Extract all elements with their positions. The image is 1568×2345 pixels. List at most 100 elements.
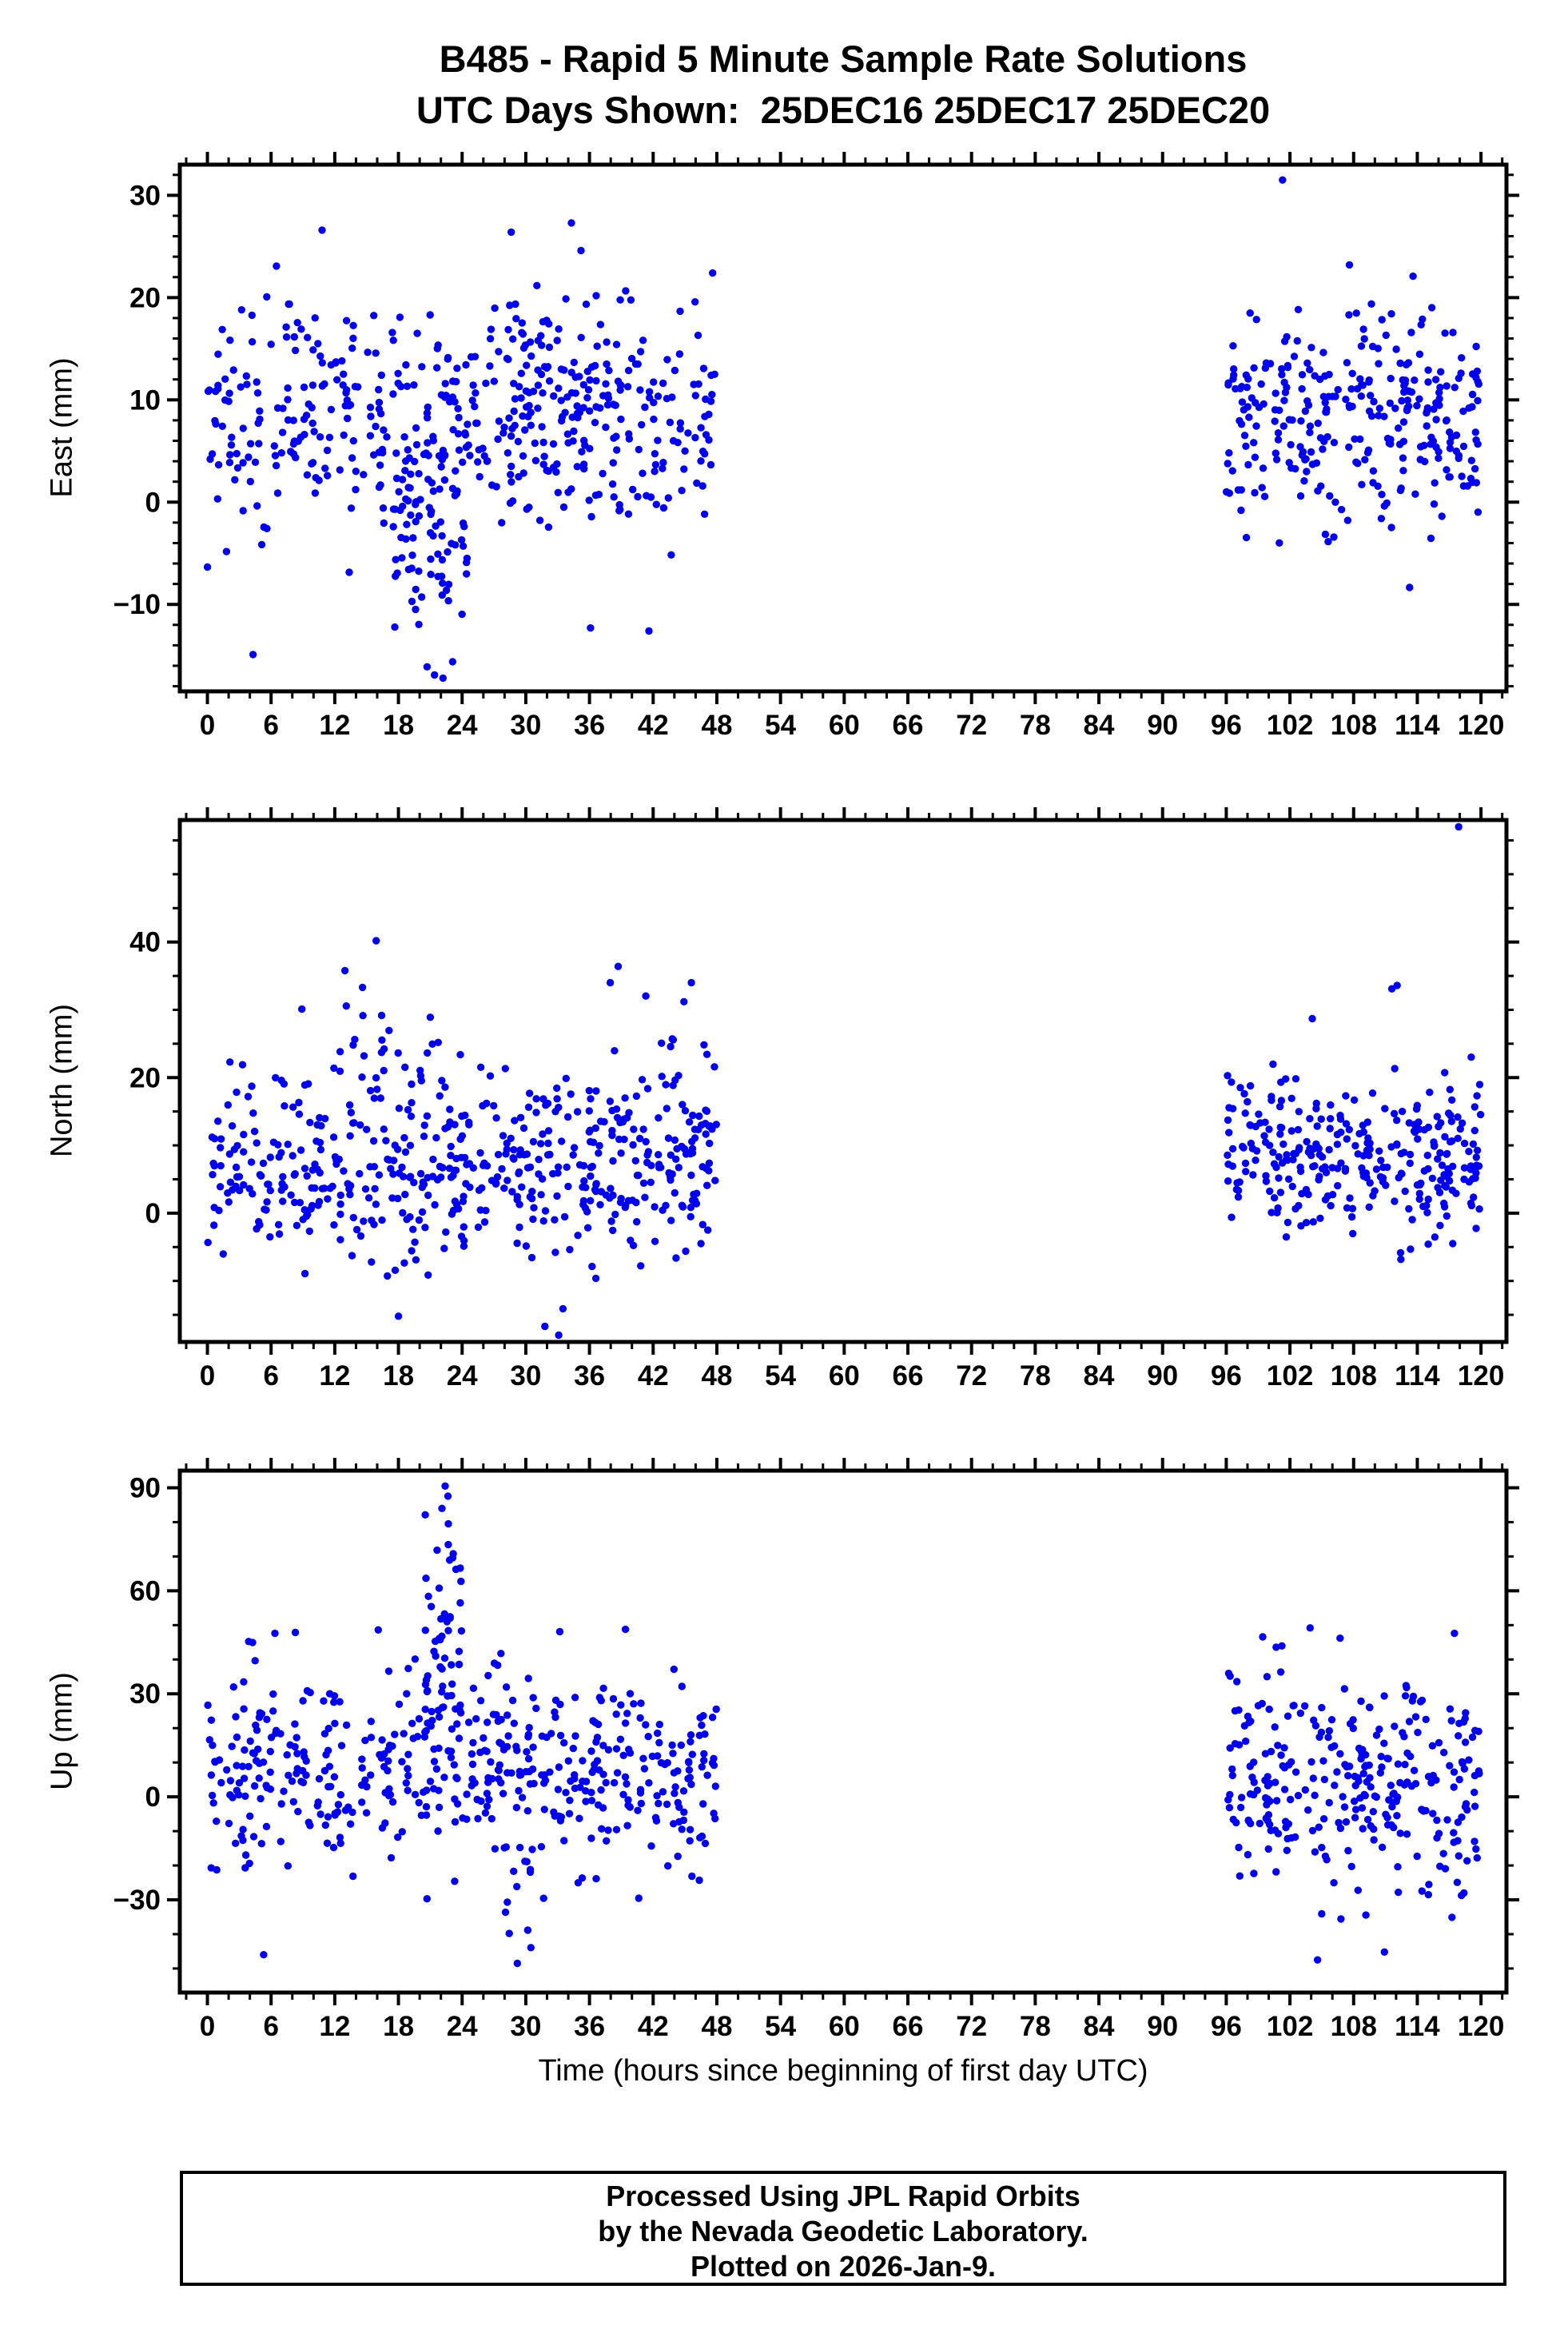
y-tick-label: −10 bbox=[113, 589, 161, 620]
y-tick-label: 20 bbox=[129, 282, 161, 313]
up-major-ticks bbox=[167, 1458, 1519, 2005]
y-tick-label: 10 bbox=[129, 384, 161, 416]
y-tick-label: −30 bbox=[113, 1885, 161, 1916]
x-tick-label: 102 bbox=[1267, 1360, 1313, 1391]
north-frame bbox=[177, 818, 1509, 1344]
x-tick-label: 30 bbox=[510, 1360, 541, 1391]
up-tick-labels: 0 6 12 18 24 30 36 42 48 54 60 66 72 78 84 90 96 102 108 11… bbox=[113, 1473, 1505, 2043]
x-tick-label: 108 bbox=[1331, 1360, 1377, 1391]
up-minor-ticks bbox=[173, 1463, 1514, 2000]
up-frame bbox=[177, 1468, 1509, 1995]
x-tick-label: 60 bbox=[829, 2011, 860, 2042]
panel-up: 0 6 12 18 24 30 36 42 48 54 60 66 72 78 84 90 96 102 108 11… bbox=[113, 1458, 1519, 2042]
x-tick-label: 36 bbox=[574, 1360, 605, 1391]
y-axis-label-north: North (mm) bbox=[45, 1003, 79, 1158]
x-tick-label: 30 bbox=[510, 2011, 541, 2042]
x-tick-label: 36 bbox=[574, 2011, 605, 2042]
y-tick-label: 40 bbox=[129, 927, 161, 958]
footer-line-3: Plotted on 2026-Jan-9. bbox=[690, 2250, 997, 2283]
x-tick-label: 60 bbox=[829, 1360, 860, 1391]
x-tick-label: 54 bbox=[765, 710, 796, 741]
x-tick-label: 48 bbox=[702, 1360, 733, 1391]
x-tick-label: 12 bbox=[319, 710, 350, 741]
y-tick-label: 90 bbox=[129, 1473, 161, 1504]
north-scatter-points bbox=[204, 822, 1485, 1340]
x-tick-label: 108 bbox=[1331, 710, 1377, 741]
y-tick-label: 30 bbox=[129, 180, 161, 211]
x-tick-label: 24 bbox=[447, 1360, 478, 1391]
x-tick-label: 54 bbox=[765, 2011, 796, 2042]
x-tick-label: 54 bbox=[765, 1360, 796, 1391]
y-tick-label: 0 bbox=[145, 1198, 161, 1229]
x-tick-label: 12 bbox=[319, 2011, 350, 2042]
panel-north: 0 6 12 18 24 30 36 42 48 54 60 66 72 78 84 90 96 102 108 11… bbox=[129, 807, 1519, 1391]
x-axis-title: Time (hours since beginning of first day… bbox=[538, 2054, 1148, 2088]
chart-title: B485 - Rapid 5 Minute Sample Rate Soluti… bbox=[439, 38, 1248, 80]
x-tick-label: 6 bbox=[263, 1360, 278, 1391]
x-tick-label: 96 bbox=[1211, 1360, 1242, 1391]
x-tick-label: 18 bbox=[383, 1360, 414, 1391]
chart-subtitle: UTC Days Shown: 25DEC16 25DEC17 25DEC20 bbox=[416, 89, 1271, 131]
footer-line-2: by the Nevada Geodetic Laboratory. bbox=[598, 2215, 1088, 2247]
x-tick-label: 72 bbox=[956, 710, 987, 741]
x-tick-label: 66 bbox=[893, 1360, 924, 1391]
east-scatter-points bbox=[203, 176, 1483, 683]
x-tick-label: 30 bbox=[510, 710, 541, 741]
x-tick-label: 114 bbox=[1395, 2011, 1440, 2042]
x-tick-label: 60 bbox=[829, 710, 860, 741]
north-major-ticks bbox=[167, 807, 1519, 1355]
x-tick-label: 42 bbox=[638, 710, 669, 741]
up-scatter-points bbox=[204, 1482, 1483, 1968]
x-tick-label: 84 bbox=[1084, 710, 1115, 741]
x-tick-label: 24 bbox=[447, 710, 478, 741]
east-major-ticks bbox=[167, 152, 1519, 704]
y-tick-label: 60 bbox=[129, 1575, 161, 1606]
x-tick-label: 90 bbox=[1147, 1360, 1178, 1391]
x-tick-label: 120 bbox=[1458, 710, 1504, 741]
x-tick-label: 120 bbox=[1458, 2011, 1504, 2042]
x-tick-label: 42 bbox=[638, 1360, 669, 1391]
x-tick-label: 84 bbox=[1084, 2011, 1115, 2042]
x-tick-label: 108 bbox=[1331, 2011, 1377, 2042]
north-tick-labels: 0 6 12 18 24 30 36 42 48 54 60 66 72 78 84 90 96 102 108 11… bbox=[129, 927, 1504, 1391]
y-tick-label: 20 bbox=[129, 1062, 161, 1093]
x-tick-label: 24 bbox=[447, 2011, 478, 2042]
x-tick-label: 84 bbox=[1084, 1360, 1115, 1391]
y-tick-label: 0 bbox=[145, 1782, 161, 1813]
x-tick-label: 114 bbox=[1395, 710, 1440, 741]
x-tick-label: 66 bbox=[893, 2011, 924, 2042]
x-tick-label: 12 bbox=[319, 1360, 350, 1391]
x-tick-label: 0 bbox=[200, 1360, 215, 1391]
x-tick-label: 72 bbox=[956, 2011, 987, 2042]
x-tick-label: 18 bbox=[383, 2011, 414, 2042]
x-tick-label: 90 bbox=[1147, 710, 1178, 741]
x-tick-label: 48 bbox=[702, 2011, 733, 2042]
x-tick-label: 6 bbox=[263, 2011, 278, 2042]
x-tick-label: 102 bbox=[1267, 2011, 1313, 2042]
x-tick-label: 78 bbox=[1020, 2011, 1051, 2042]
north-minor-ticks bbox=[173, 813, 1514, 1349]
y-axis-label-east: East (mm) bbox=[45, 357, 79, 498]
x-tick-label: 0 bbox=[200, 710, 215, 741]
x-tick-label: 18 bbox=[383, 710, 414, 741]
x-tick-label: 72 bbox=[956, 1360, 987, 1391]
footer-box: Processed Using JPL Rapid Orbits by the … bbox=[180, 2171, 1506, 2286]
y-axis-label-up: Up (mm) bbox=[45, 1672, 79, 1790]
x-tick-label: 66 bbox=[893, 710, 924, 741]
x-tick-label: 48 bbox=[702, 710, 733, 741]
x-tick-label: 36 bbox=[574, 710, 605, 741]
x-tick-label: 96 bbox=[1211, 710, 1242, 741]
x-tick-label: 42 bbox=[638, 2011, 669, 2042]
east-frame bbox=[177, 162, 1509, 694]
x-tick-label: 6 bbox=[263, 710, 278, 741]
x-tick-label: 120 bbox=[1458, 1360, 1504, 1391]
x-tick-label: 114 bbox=[1395, 1360, 1440, 1391]
panel-east: 0 6 12 18 24 30 36 42 48 54 60 66 72 78 84 90 96 102 108 11… bbox=[113, 152, 1519, 741]
x-tick-label: 0 bbox=[200, 2011, 215, 2042]
y-tick-label: 0 bbox=[145, 487, 161, 518]
x-tick-label: 78 bbox=[1020, 710, 1051, 741]
x-tick-label: 78 bbox=[1020, 1360, 1051, 1391]
footer-line-1: Processed Using JPL Rapid Orbits bbox=[606, 2180, 1080, 2212]
